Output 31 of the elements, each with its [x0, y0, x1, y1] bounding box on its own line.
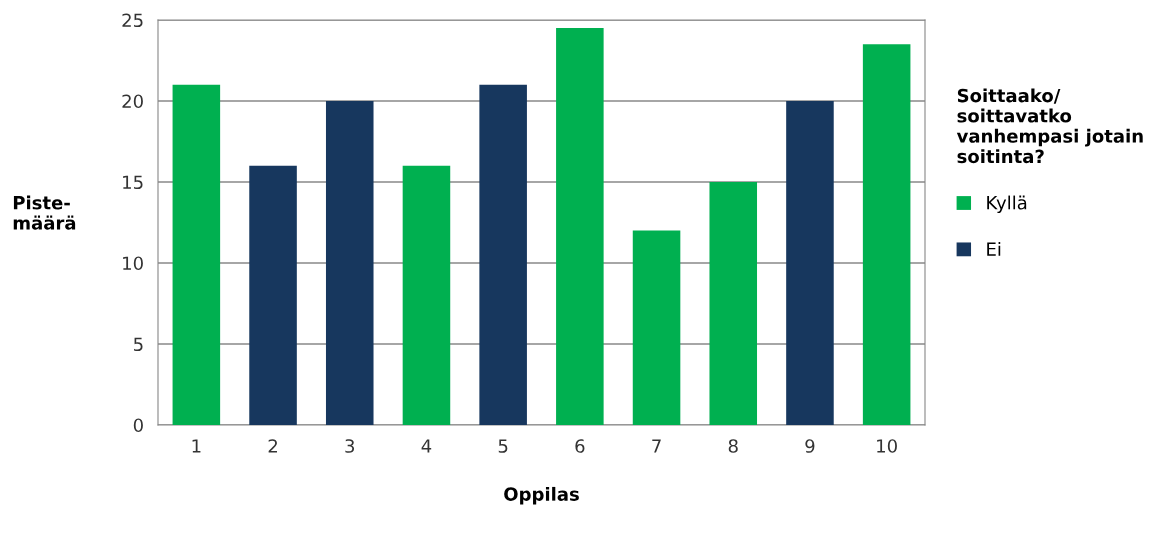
bar — [402, 165, 451, 425]
y-tick-label: 20 — [122, 94, 143, 109]
y-axis-title: Piste- määrä — [13, 195, 76, 230]
x-tick-label: 7 — [652, 439, 661, 453]
y-tick-label: 5 — [134, 337, 143, 352]
bar — [479, 84, 527, 425]
x-tick-label: 8 — [728, 439, 738, 453]
x-tick-label: 4 — [421, 439, 432, 453]
x-axis-title: Oppilas — [504, 486, 579, 505]
bar — [632, 230, 681, 425]
legend-label: Kyllä — [987, 195, 1027, 214]
bar — [862, 44, 911, 425]
x-tick-label: 1 — [192, 439, 201, 453]
legend-label: Ei — [987, 241, 1001, 256]
bar — [786, 101, 834, 425]
y-tick-label: 15 — [123, 175, 143, 190]
x-tick-label: 6 — [575, 439, 585, 453]
bar — [172, 84, 221, 425]
x-tick-label: 2 — [268, 439, 277, 453]
legend-title: Soittaako/ soittavatko vanhempasi jotain soitinta? — [956, 88, 1143, 164]
bar — [709, 182, 758, 425]
y-tick-label: 25 — [122, 13, 143, 28]
x-tick-label: 5 — [498, 439, 508, 453]
bar — [249, 165, 297, 425]
x-tick-label: 3 — [345, 439, 355, 453]
bar — [556, 28, 604, 425]
y-tick-label: 10 — [123, 256, 143, 271]
y-tick-label: 0 — [133, 418, 143, 433]
x-tick-label: 9 — [805, 439, 815, 453]
x-tick-label: 10 — [877, 439, 897, 453]
bar — [325, 101, 374, 425]
